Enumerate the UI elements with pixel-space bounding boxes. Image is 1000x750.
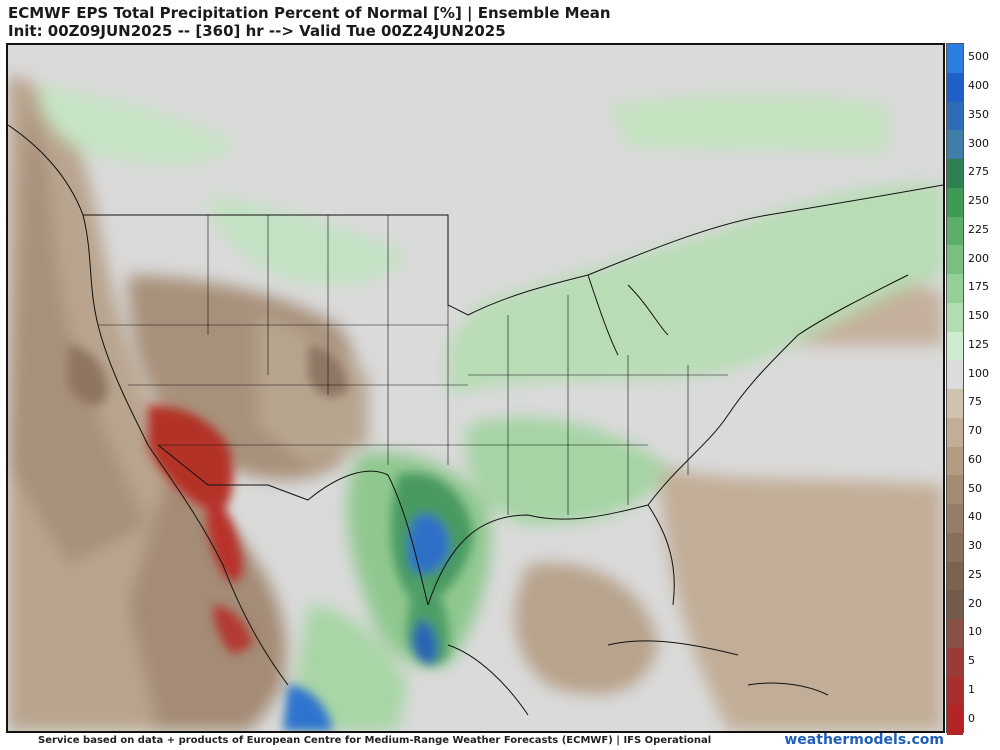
colorbar-segment bbox=[947, 475, 963, 505]
colorbar-tick-label: 250 bbox=[968, 194, 989, 208]
title-line-1: ECMWF EPS Total Precipitation Percent of… bbox=[8, 4, 611, 22]
colorbar-segment bbox=[947, 101, 963, 131]
colorbar-segment bbox=[947, 245, 963, 275]
colorbar-tick-label: 400 bbox=[968, 79, 989, 93]
colorbar-segment bbox=[947, 187, 963, 217]
precip-core-layer bbox=[68, 345, 473, 731]
chart-title: ECMWF EPS Total Precipitation Percent of… bbox=[8, 4, 611, 40]
colorbar-segment bbox=[947, 561, 963, 591]
colorbar-segment bbox=[947, 532, 963, 562]
colorbar-tick-label: 75 bbox=[968, 395, 982, 409]
colorbar-tick-label: 5 bbox=[968, 654, 975, 668]
canada-us-border bbox=[83, 184, 943, 316]
colorbar-tick-label: 500 bbox=[968, 50, 989, 64]
title-line-2: Init: 00Z09JUN2025 -- [360] hr --> Valid… bbox=[8, 22, 506, 40]
boundaries-layer bbox=[8, 124, 943, 716]
colorbar-tick-label: 350 bbox=[968, 107, 989, 121]
colorbar-tick-label: 0 bbox=[968, 711, 975, 725]
colorbar-segment bbox=[947, 274, 963, 304]
colorbar-tick-label: 225 bbox=[968, 222, 989, 236]
colorbar-tick-label: 125 bbox=[968, 337, 989, 351]
colorbar-segment bbox=[947, 446, 963, 476]
colorbar-segment bbox=[947, 619, 963, 649]
state-lines-horizontal bbox=[98, 324, 728, 446]
colorbar-segment bbox=[947, 130, 963, 160]
us-mexico-border bbox=[157, 444, 429, 606]
colorbar-tick-label: 10 bbox=[968, 625, 982, 639]
colorbar-segment bbox=[947, 590, 963, 620]
central-america-coast bbox=[447, 644, 529, 716]
colorbar-tick-label: 25 bbox=[968, 567, 982, 581]
colorbar-segment bbox=[947, 159, 963, 189]
gulf-coastline bbox=[427, 504, 675, 606]
colorbar-tick-label: 175 bbox=[968, 280, 989, 294]
colorbar-segment bbox=[947, 417, 963, 447]
precipitation-map[interactable] bbox=[6, 43, 945, 733]
colorbar-tick-label: 150 bbox=[968, 309, 989, 323]
colorbar-segment bbox=[947, 331, 963, 361]
colorbar-tick-label: 200 bbox=[968, 251, 989, 265]
colorbar-tick-label: 70 bbox=[968, 424, 982, 438]
colorbar-tick-label: 40 bbox=[968, 510, 982, 524]
atlantic-coastline bbox=[647, 274, 909, 506]
colorbar-tick-label: 1 bbox=[968, 682, 975, 696]
colorbar bbox=[946, 43, 964, 735]
colorbar-segment bbox=[947, 647, 963, 677]
colorbar-segment bbox=[947, 504, 963, 534]
pacific-coastline bbox=[8, 124, 289, 686]
colorbar-tick-label: 30 bbox=[968, 539, 982, 553]
colorbar-segment bbox=[947, 44, 963, 74]
great-lakes bbox=[587, 274, 669, 356]
footer-brand-link[interactable]: weathermodels.com bbox=[784, 732, 944, 748]
colorbar-segment bbox=[947, 302, 963, 332]
colorbar-segment bbox=[947, 216, 963, 246]
colorbar-tick-label: 275 bbox=[968, 165, 989, 179]
colorbar-tick-label: 60 bbox=[968, 452, 982, 466]
colorbar-tick-label: 50 bbox=[968, 481, 982, 495]
colorbar-tick-label: 100 bbox=[968, 366, 989, 380]
footer-credit: Service based on data + products of Euro… bbox=[38, 735, 712, 746]
colorbar-segment bbox=[947, 72, 963, 102]
colorbar-segment bbox=[947, 705, 963, 735]
colorbar-tick-label: 300 bbox=[968, 136, 989, 150]
map-canvas bbox=[8, 45, 943, 731]
colorbar-segment bbox=[947, 389, 963, 419]
colorbar-segment bbox=[947, 360, 963, 390]
caribbean-islands bbox=[607, 640, 829, 696]
colorbar-tick-label: 20 bbox=[968, 596, 982, 610]
colorbar-segment bbox=[947, 676, 963, 706]
